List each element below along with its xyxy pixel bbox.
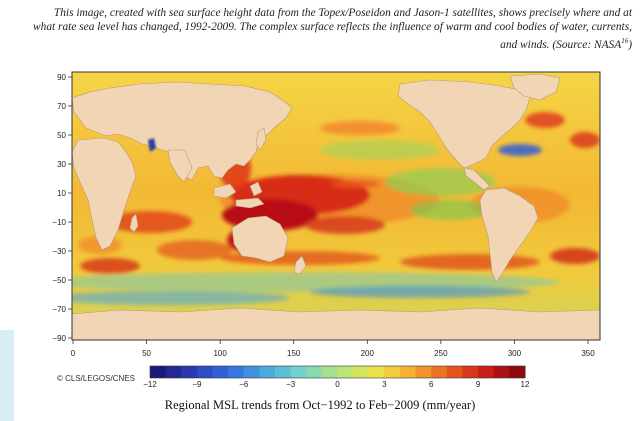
colorbar-swatch bbox=[337, 366, 354, 378]
colorbar-tick-label: −3 bbox=[286, 380, 296, 389]
colorbar-swatch bbox=[478, 366, 495, 378]
colorbar-swatch bbox=[493, 366, 510, 378]
colorbar-swatch bbox=[228, 366, 245, 378]
colorbar-swatch bbox=[290, 366, 307, 378]
colorbar-tick-label: 3 bbox=[382, 380, 387, 389]
colorbar-ticks: −12 −9 −6 −3 0 3 6 9 12 bbox=[143, 380, 530, 389]
lat-tick-label: −70 bbox=[52, 305, 66, 314]
colorbar-border bbox=[149, 365, 526, 379]
colorbar-tick-label: 9 bbox=[476, 380, 481, 389]
colorbar-tick-label: −9 bbox=[192, 380, 202, 389]
colorbar-tick-label: −6 bbox=[239, 380, 249, 389]
inland-lake bbox=[148, 138, 156, 152]
lat-tick-label: −90 bbox=[52, 334, 66, 343]
lon-tick-label: 250 bbox=[434, 349, 448, 358]
lon-tick-label: 200 bbox=[361, 349, 375, 358]
lat-tick-label: 90 bbox=[57, 73, 66, 82]
colorbar-swatch bbox=[446, 366, 463, 378]
colorbar-swatch bbox=[165, 366, 182, 378]
colorbar-title: Regional MSL trends from Oct−1992 to Feb… bbox=[164, 398, 476, 412]
colorbar-tick-label: 6 bbox=[429, 380, 434, 389]
colorbar-swatch bbox=[431, 366, 448, 378]
side-panel-decoration bbox=[0, 330, 14, 421]
colorbar-swatch bbox=[181, 366, 198, 378]
reference-superscript: 16 bbox=[621, 37, 629, 45]
colorbar-swatch bbox=[400, 366, 417, 378]
colorbar-tick-label: 12 bbox=[521, 380, 530, 389]
colorbar-swatch bbox=[353, 366, 370, 378]
lat-tick-label: 70 bbox=[57, 102, 66, 111]
colorbar-swatch bbox=[150, 366, 167, 378]
colorbar-swatch bbox=[384, 366, 401, 378]
lon-tick-label: 100 bbox=[213, 349, 227, 358]
colorbar-swatch bbox=[275, 366, 292, 378]
lon-tick-label: 0 bbox=[71, 349, 76, 358]
image-credit: © CLS/LEGOS/CNES bbox=[57, 374, 135, 383]
colorbar-swatch bbox=[196, 366, 213, 378]
colorbar-tick-label: −12 bbox=[143, 380, 157, 389]
colorbar-swatch bbox=[321, 366, 338, 378]
land-masses bbox=[72, 73, 600, 340]
colorbar-swatch bbox=[509, 366, 526, 378]
colorbar-swatch bbox=[462, 366, 479, 378]
colorbar-swatch bbox=[243, 366, 260, 378]
colorbar-swatch bbox=[212, 366, 229, 378]
colorbar-swatch bbox=[368, 366, 385, 378]
lat-tick-label: 10 bbox=[57, 189, 66, 198]
lat-tick-label: −10 bbox=[52, 218, 66, 227]
colorbar-swatch bbox=[259, 366, 276, 378]
lon-tick-label: 300 bbox=[508, 349, 522, 358]
lat-tick-label: 50 bbox=[57, 131, 66, 140]
colorbar-swatch bbox=[415, 366, 432, 378]
lat-tick-label: −50 bbox=[52, 276, 66, 285]
lon-tick-label: 150 bbox=[287, 349, 301, 358]
latitude-axis: 90 70 50 30 10 −10 −30 −50 −70 −90 bbox=[52, 73, 72, 343]
lat-tick-label: 30 bbox=[57, 160, 66, 169]
lon-tick-label: 50 bbox=[142, 349, 151, 358]
figure-caption: This image, created with sea surface hei… bbox=[33, 7, 632, 51]
lat-tick-label: −30 bbox=[52, 247, 66, 256]
longitude-axis: 0 50 100 150 200 250 300 350 bbox=[71, 340, 595, 358]
colorbar-swatch bbox=[306, 366, 323, 378]
lon-tick-label: 350 bbox=[581, 349, 595, 358]
plot-frame bbox=[71, 71, 601, 341]
colorbar bbox=[149, 365, 526, 379]
colorbar-tick-label: 0 bbox=[335, 380, 340, 389]
trend-anomalies bbox=[72, 112, 600, 305]
